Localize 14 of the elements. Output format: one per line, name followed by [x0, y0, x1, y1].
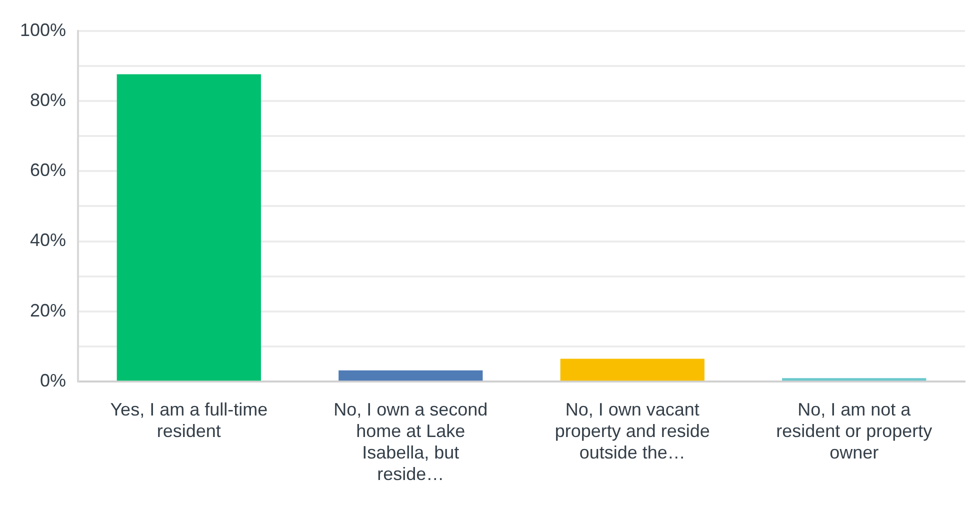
x-tick-label: No, I own a second home at Lake Isabella, but reside… [334, 399, 488, 484]
bar [782, 378, 926, 381]
y-tick-label: 0% [40, 370, 66, 391]
x-tick-label: No, I own vacant property and reside outside the… [554, 399, 710, 463]
y-tick-label: 80% [30, 90, 66, 110]
y-tick-label: 100% [20, 20, 66, 40]
y-tick-label: 60% [30, 160, 66, 180]
x-tick-label: No, I am not a resident or property owner [776, 399, 932, 463]
bar [116, 74, 261, 381]
bar [338, 370, 483, 381]
y-tick-label: 40% [30, 230, 66, 250]
bar [560, 358, 704, 381]
y-tick-label: 20% [30, 300, 66, 320]
x-tick-label: Yes, I am a full-time resident [110, 399, 268, 441]
